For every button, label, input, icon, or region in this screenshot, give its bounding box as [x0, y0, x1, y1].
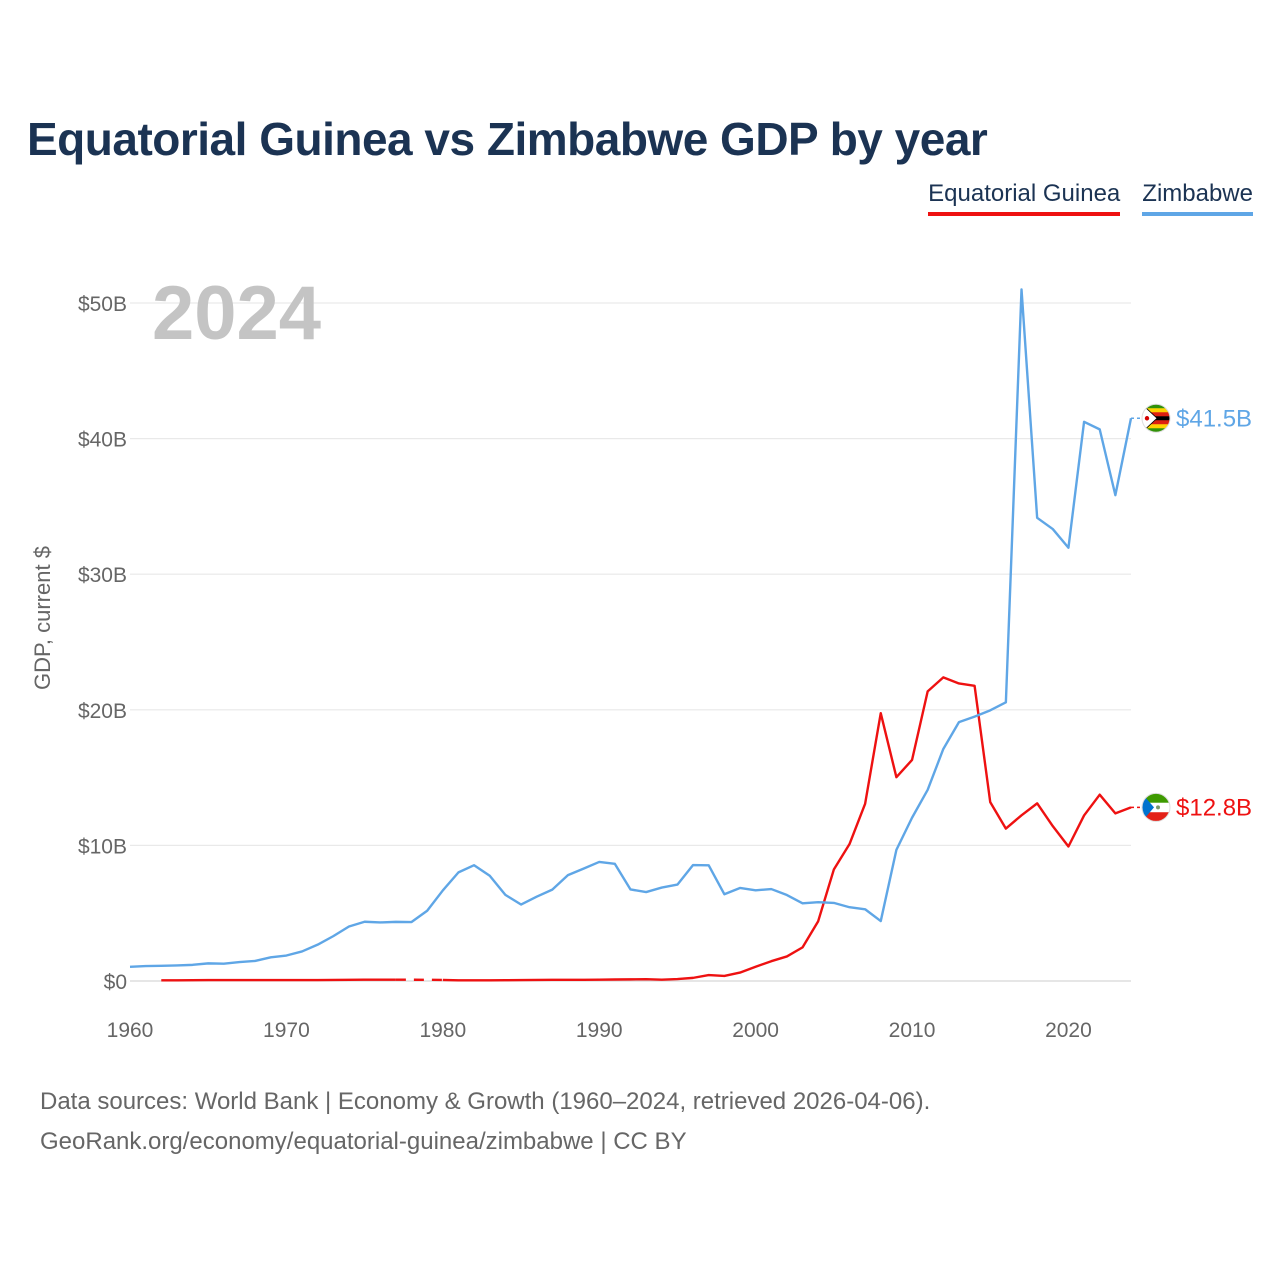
- series-lines: [129, 288, 1133, 982]
- legend-equatorial-guinea[interactable]: Equatorial Guinea: [928, 180, 1121, 216]
- zimbabwe-line: [129, 288, 1133, 968]
- x-tick-label: 1960: [107, 1019, 154, 1042]
- gdp-line-chart: $0 $10B $20B $30B $40B $50B 1960 1970 1980 1990 2…: [30, 271, 1252, 1042]
- equatorial-guinea-flag-icon: [1142, 793, 1170, 822]
- zimbabwe-end-label: $41.5B: [1176, 405, 1252, 432]
- zimbabwe-flag-border: [1141, 403, 1171, 433]
- x-tick-label: 1990: [576, 1019, 623, 1042]
- equatorial-guinea-flag-border: [1141, 792, 1171, 822]
- x-tick-label: 1980: [419, 1019, 466, 1042]
- x-tick-label: 1970: [263, 1019, 310, 1042]
- y-axis-title: GDP, current $: [30, 546, 55, 690]
- legend: Equatorial Guinea Zimbabwe: [928, 180, 1253, 216]
- x-tick-label: 2020: [1045, 1019, 1092, 1042]
- chart-title: Equatorial Guinea vs Zimbabwe GDP by yea…: [27, 113, 988, 165]
- source-line-1: Data sources: World Bank | Economy & Gro…: [40, 1088, 931, 1115]
- equatorial-guinea-line: [161, 978, 396, 982]
- data-source: Data sources: World Bank | Economy & Gro…: [40, 1082, 930, 1162]
- y-tick-label: $0: [104, 971, 127, 994]
- y-tick-label: $10B: [78, 835, 127, 858]
- end-markers: $12.8B $41.5B: [1131, 403, 1252, 822]
- legend-zimbabwe[interactable]: Zimbabwe: [1142, 180, 1253, 216]
- y-tick-label: $50B: [78, 293, 127, 316]
- gridlines: [130, 302, 1131, 982]
- equatorial-guinea-end-label: $12.8B: [1176, 794, 1252, 821]
- y-tick-label: $40B: [78, 429, 127, 452]
- y-axis-ticks: $0 $10B $20B $30B $40B $50B: [78, 293, 127, 994]
- y-tick-label: $30B: [78, 564, 127, 587]
- x-axis-ticks: 1960 1970 1980 1990 2000 2010 2020: [107, 1019, 1092, 1042]
- equatorial-guinea-line: [442, 676, 1132, 982]
- y-tick-label: $20B: [78, 700, 127, 723]
- source-line-2[interactable]: GeoRank.org/economy/equatorial-guinea/zi…: [40, 1128, 687, 1155]
- x-tick-label: 2000: [732, 1019, 779, 1042]
- year-overlay: 2024: [152, 271, 321, 356]
- x-tick-label: 2010: [889, 1019, 936, 1042]
- zimbabwe-flag-icon: [1142, 404, 1170, 433]
